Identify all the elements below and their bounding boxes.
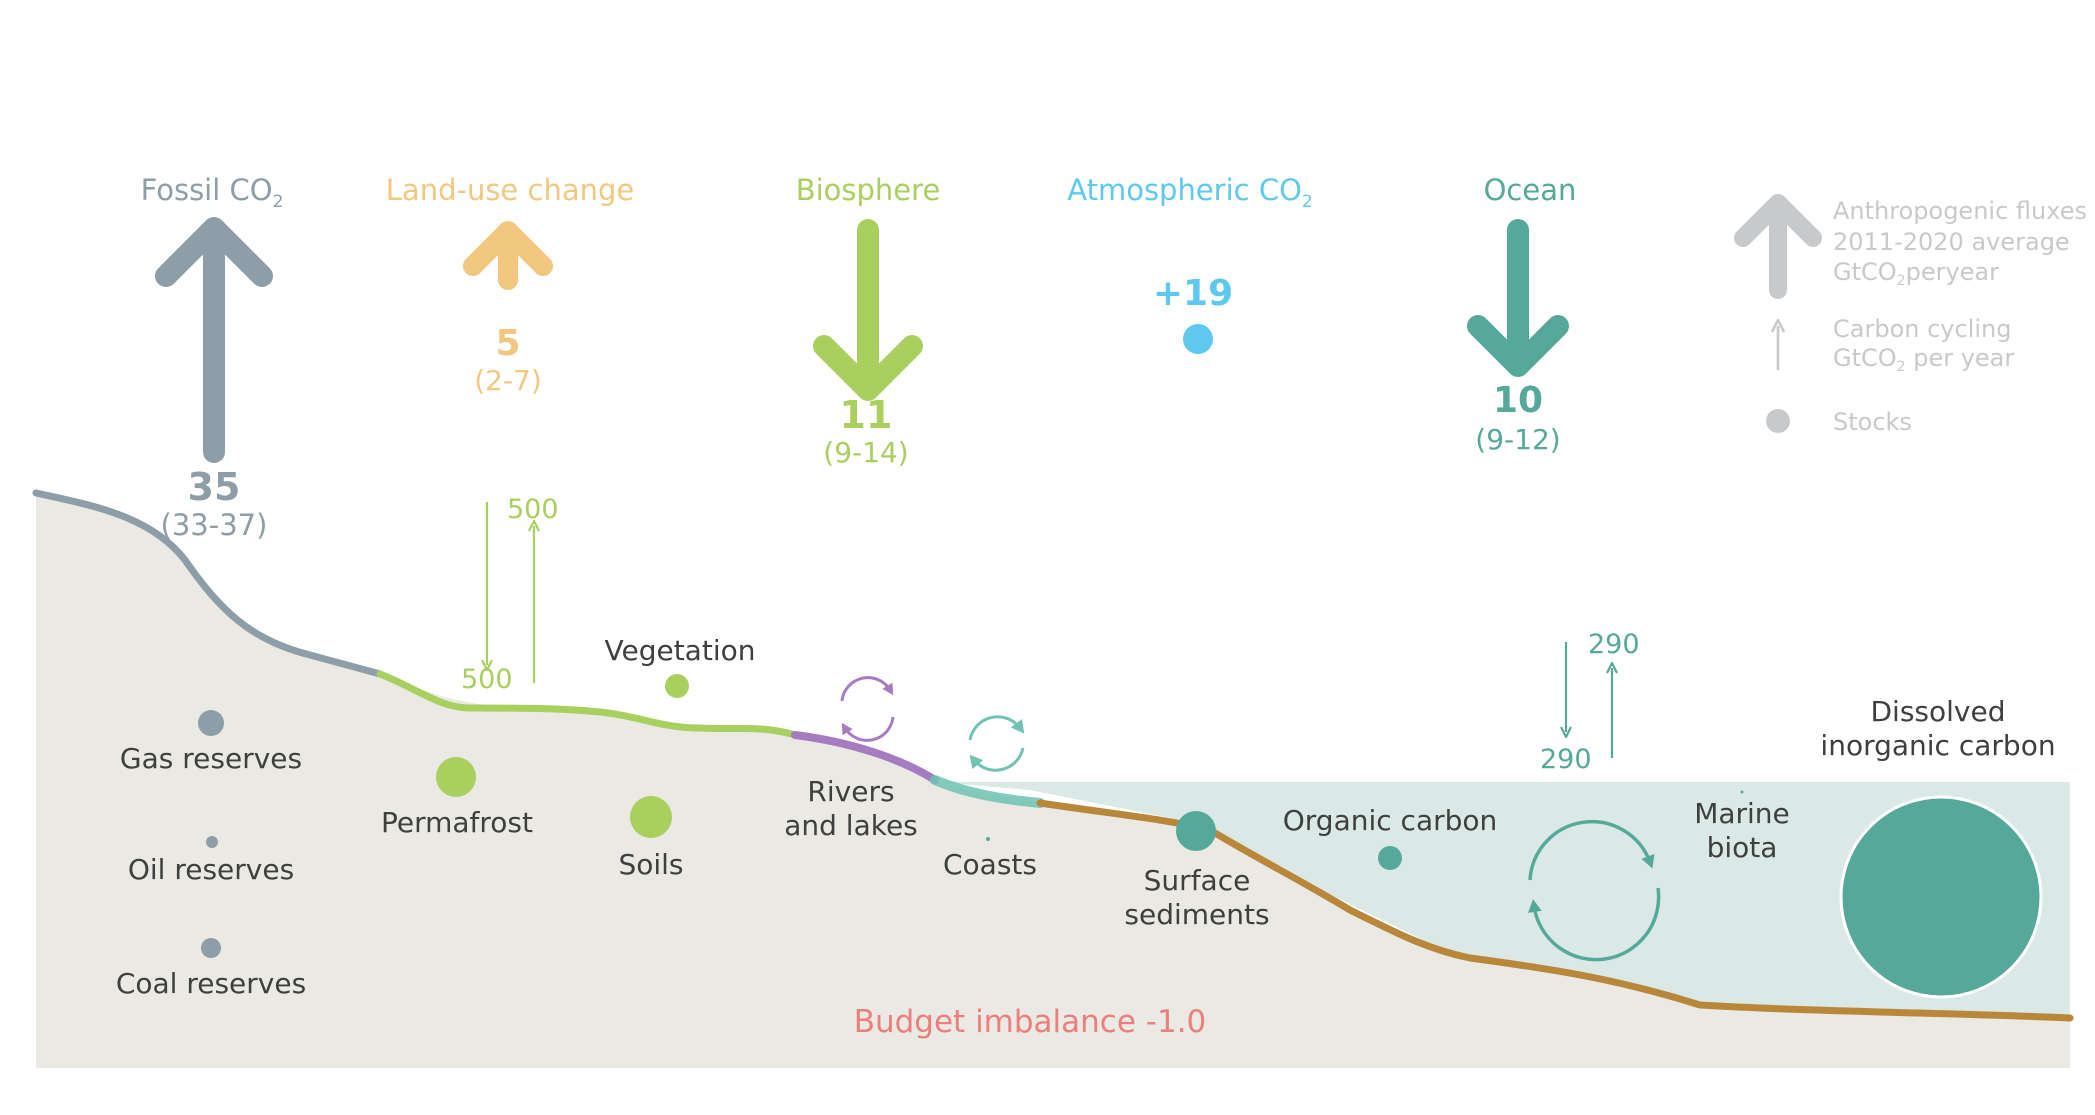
soils-dot <box>630 796 672 838</box>
coal-reserves-dot <box>201 938 221 958</box>
coastline-coasts <box>930 775 1045 808</box>
ocean-cycle-icon <box>1527 819 1661 962</box>
headers: Fossil CO2 Land-use change Biosphere Atm… <box>141 173 1577 212</box>
landuse-flux-value: 5 <box>495 323 520 364</box>
coasts-dot <box>986 837 990 841</box>
coastline-biosphere <box>376 670 799 739</box>
header-land-use-change: Land-use change <box>386 173 634 207</box>
rivers-lakes-label-line2: and lakes <box>784 809 918 842</box>
legend-anthropogenic-line1: Anthropogenic fluxes <box>1833 197 2087 225</box>
legend-anthropogenic-line3: GtCO2peryear <box>1833 258 1999 289</box>
gas-reserves-label: Gas reserves <box>120 742 302 775</box>
biosphere-flux-arrow <box>813 219 923 401</box>
dissolved-inorganic-carbon-dot <box>1839 795 2043 999</box>
marine-biota-dot <box>1740 790 1744 794</box>
landscape <box>32 489 2074 1068</box>
flux-arrows <box>155 217 1569 463</box>
ocean-cycling-up-value: 290 <box>1588 629 1640 660</box>
fossil-flux-arrow <box>155 217 273 463</box>
rivers-cycle-icon <box>840 676 895 742</box>
coasts-cycle-icon <box>968 715 1025 772</box>
ocean-cycling-down-value: 290 <box>1540 744 1592 775</box>
organic-carbon-label: Organic carbon <box>1283 804 1498 837</box>
ground <box>36 493 2070 1068</box>
biosphere-flux-range: (9-14) <box>823 436 908 469</box>
legend-anthropogenic-arrow-icon <box>1734 194 1822 299</box>
ocean-flux-value: 10 <box>1493 380 1543 421</box>
vegetation-dot <box>665 674 689 698</box>
header-atmospheric-co2: Atmospheric CO2 <box>1067 173 1312 212</box>
legend-cycling-line1: Carbon cycling <box>1833 315 2011 343</box>
ocean-flux-arrow <box>1467 219 1569 377</box>
stocks: Gas reserves Oil reserves Coal reserves … <box>116 634 2056 1000</box>
land-cycling-down-value: 500 <box>461 664 513 695</box>
budget-imbalance-label: Budget imbalance -1.0 <box>854 1004 1207 1040</box>
ocean-cycling: 290 290 <box>1540 629 1640 775</box>
land-cycling-up-value: 500 <box>507 494 559 525</box>
surface-sediments-label-line1: Surface <box>1144 864 1251 897</box>
atmospheric-flux-value: +19 <box>1153 273 1233 314</box>
coasts-label: Coasts <box>943 848 1037 881</box>
landuse-flux-arrow <box>463 221 553 290</box>
legend-anthropogenic-line2: 2011-2020 average <box>1833 228 2070 256</box>
dissolved-inorganic-carbon-label-line2: inorganic carbon <box>1820 729 2055 762</box>
header-ocean: Ocean <box>1484 173 1577 207</box>
atmospheric-stock-dot <box>1183 324 1213 354</box>
rivers-lakes-label-line1: Rivers <box>807 775 894 808</box>
marine-biota-label-line2: biota <box>1707 831 1778 864</box>
landuse-flux-range: (2-7) <box>474 364 542 397</box>
coastline-rivers <box>791 731 939 784</box>
legend-cycling-line2: GtCO2 per year <box>1833 344 2014 375</box>
surface-sediments-label-line2: sediments <box>1124 898 1269 931</box>
flux-values: 35 (33-37) 5 (2-7) 11 (9-14) +19 10 (9-1… <box>161 273 1561 542</box>
coal-reserves-label: Coal reserves <box>116 967 306 1000</box>
dissolved-inorganic-carbon-label-line1: Dissolved <box>1871 695 2006 728</box>
oil-reserves-dot <box>206 836 218 848</box>
legend-stocks-label: Stocks <box>1833 408 1912 436</box>
header-fossil-co2: Fossil CO2 <box>141 173 284 212</box>
vegetation-label: Vegetation <box>605 634 756 667</box>
legend-stock-dot-icon <box>1766 409 1790 433</box>
marine-biota-label-line1: Marine <box>1694 797 1790 830</box>
legend: Anthropogenic fluxes 2011-2020 average G… <box>1734 194 2087 436</box>
ocean-flux-range: (9-12) <box>1475 423 1560 456</box>
biosphere-flux-value: 11 <box>840 393 893 437</box>
surface-sediments-dot <box>1176 811 1216 851</box>
header-biosphere: Biosphere <box>796 173 941 207</box>
permafrost-dot <box>436 757 476 797</box>
soils-label: Soils <box>618 848 683 881</box>
oil-reserves-label: Oil reserves <box>128 853 294 886</box>
fossil-flux-range: (33-37) <box>161 508 268 542</box>
permafrost-label: Permafrost <box>381 806 533 839</box>
fossil-flux-value: 35 <box>188 465 241 509</box>
land-cycling: 500 500 <box>461 494 559 695</box>
coastline-fossil <box>32 489 384 678</box>
gas-reserves-dot <box>198 710 224 736</box>
organic-carbon-dot <box>1378 846 1402 870</box>
